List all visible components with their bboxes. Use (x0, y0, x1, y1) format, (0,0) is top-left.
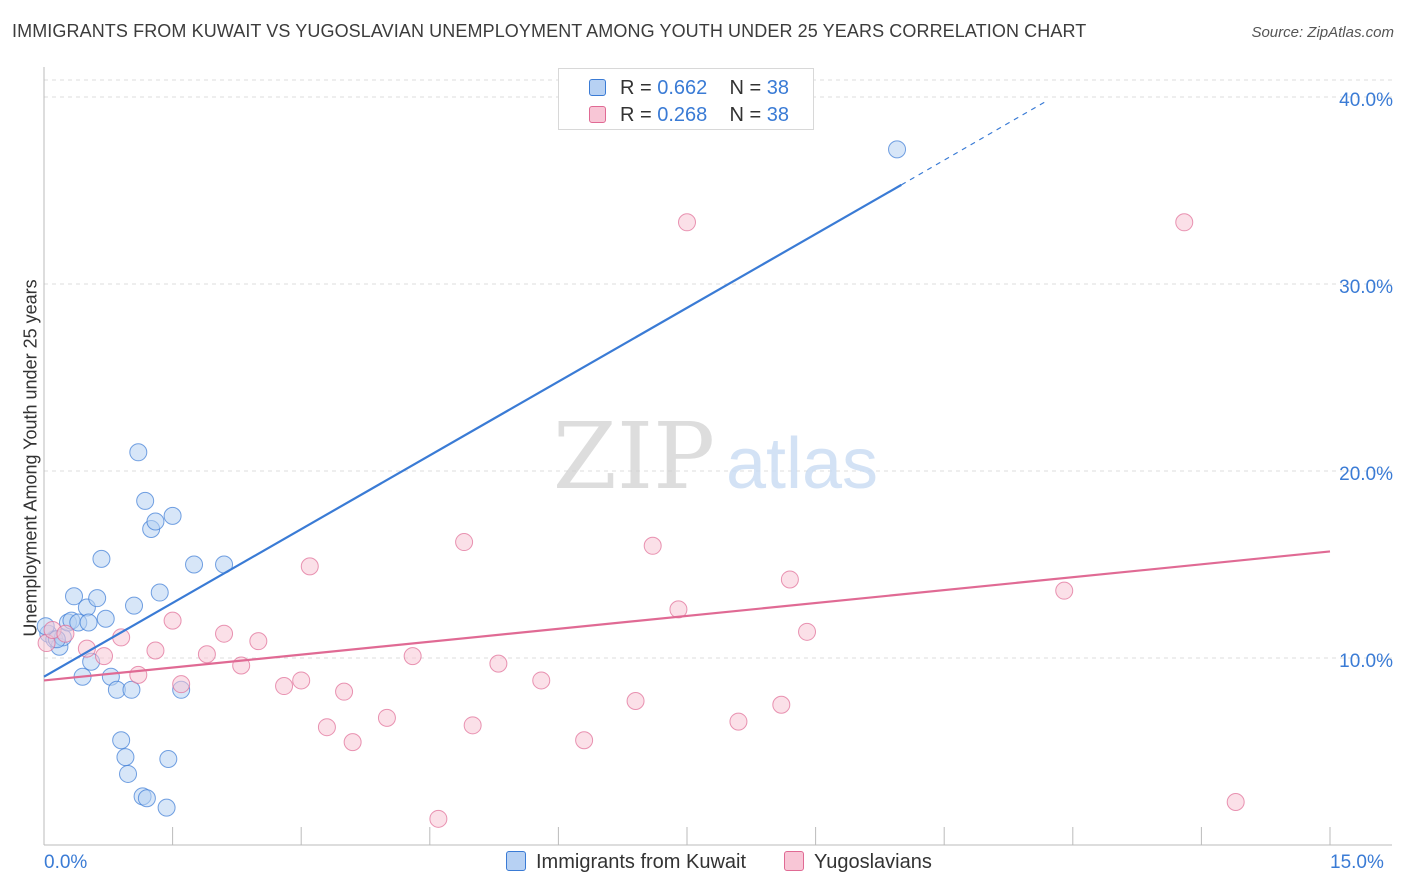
point-kuwait (79, 613, 98, 632)
point-kuwait (159, 749, 178, 768)
point-kuwait (96, 609, 115, 628)
point-yugoslavians (643, 536, 662, 555)
point-kuwait (163, 506, 182, 525)
point-yugoslavians (1226, 792, 1245, 811)
point-yugoslavians (146, 641, 165, 660)
legend-r-label: R = (620, 104, 658, 126)
trend-lines (43, 100, 1331, 682)
series-legend: Immigrants from Kuwait Yugoslavians (0, 851, 1406, 877)
point-yugoslavians (77, 639, 96, 658)
trend-line-kuwait-extension (901, 100, 1048, 186)
point-yugoslavians (249, 632, 268, 651)
point-yugoslavians (197, 645, 216, 664)
point-kuwait (116, 748, 135, 767)
point-kuwait (112, 731, 131, 750)
point-kuwait (129, 443, 148, 462)
point-kuwait (137, 789, 156, 808)
point-yugoslavians (343, 733, 362, 752)
x-tick-label-max: 15.0% (1330, 852, 1384, 873)
axes (43, 67, 1392, 846)
y-tick-label: 40.0% (1339, 90, 1393, 111)
point-yugoslavians (729, 712, 748, 731)
y-tick-label: 20.0% (1339, 464, 1393, 485)
point-kuwait (88, 589, 107, 608)
point-yugoslavians (215, 624, 234, 643)
point-yugoslavians (772, 695, 791, 714)
point-yugoslavians (678, 213, 696, 232)
y-axis-label: Unemployment Among Youth under 25 years (20, 279, 41, 637)
trend-line-yugoslavians (43, 550, 1331, 682)
legend-swatch-blue (589, 79, 606, 96)
y-tick-label: 10.0% (1339, 651, 1393, 672)
point-yugoslavians (300, 557, 319, 576)
point-kuwait (136, 491, 155, 510)
point-yugoslavians (532, 671, 551, 690)
point-yugoslavians (275, 677, 294, 696)
legend-r-label: R = (620, 77, 658, 99)
point-yugoslavians (377, 708, 396, 727)
point-kuwait (146, 512, 165, 531)
point-yugoslavians (317, 718, 336, 737)
legend-item-yugoslavians: Yugoslavians (784, 851, 932, 874)
point-kuwait (185, 555, 204, 574)
point-kuwait (125, 596, 144, 615)
legend-n-value: 38 (766, 104, 790, 126)
chart-title: IMMIGRANTS FROM KUWAIT VS YUGOSLAVIAN UN… (12, 21, 1087, 41)
x-tick-label-min: 0.0% (44, 852, 88, 873)
legend-swatch-pink (589, 106, 606, 123)
legend-n-label: N = (729, 104, 767, 126)
point-yugoslavians (575, 731, 594, 750)
point-kuwait (119, 764, 138, 783)
legend-r-value: 0.268 (657, 104, 708, 126)
point-kuwait (65, 587, 84, 606)
point-kuwait (888, 140, 907, 159)
point-yugoslavians (292, 671, 311, 690)
point-yugoslavians (403, 647, 422, 666)
legend-row-yugoslavians: R = 0.268 N = 38 (559, 102, 813, 128)
legend-swatch-blue (506, 851, 526, 871)
source-label: Source: ZipAtlas.com (1251, 24, 1394, 41)
point-yugoslavians (335, 682, 354, 701)
point-kuwait (150, 583, 169, 602)
legend-swatch-pink (784, 851, 804, 871)
point-yugoslavians (129, 665, 148, 684)
legend-n-label: N = (729, 77, 767, 99)
point-yugoslavians (489, 654, 508, 673)
point-yugoslavians (798, 622, 817, 641)
y-tick-labels: 10.0% 20.0% 30.0% 40.0% (1339, 90, 1393, 672)
point-yugoslavians (429, 809, 448, 828)
point-yugoslavians (56, 624, 75, 643)
trend-line-kuwait (43, 183, 902, 678)
legend-n-value: 38 (766, 77, 790, 99)
point-yugoslavians (1175, 213, 1194, 232)
point-kuwait (122, 680, 141, 699)
point-yugoslavians (780, 570, 799, 589)
y-tick-label: 30.0% (1339, 277, 1393, 298)
point-yugoslavians (626, 692, 645, 711)
grid-lines (44, 79, 1392, 659)
legend-r-value: 0.662 (657, 77, 708, 99)
point-yugoslavians (463, 716, 482, 735)
point-yugoslavians (1055, 581, 1074, 600)
watermark: ZIP atlas (553, 403, 878, 510)
legend-item-kuwait: Immigrants from Kuwait (506, 851, 746, 874)
legend-label-yugoslavians: Yugoslavians (814, 851, 932, 873)
point-yugoslavians (455, 533, 474, 552)
point-yugoslavians (172, 675, 191, 694)
point-kuwait (92, 549, 111, 568)
watermark-atlas: atlas (726, 424, 878, 504)
watermark-zip: ZIP (553, 403, 715, 510)
point-yugoslavians (95, 647, 114, 666)
correlation-legend: R = 0.662 N = 38 R = 0.268 N = 38 (558, 68, 814, 130)
legend-row-kuwait: R = 0.662 N = 38 (559, 75, 813, 101)
point-kuwait (157, 798, 176, 817)
legend-label-kuwait: Immigrants from Kuwait (536, 851, 747, 873)
point-yugoslavians (163, 611, 182, 630)
data-points (36, 140, 1245, 828)
